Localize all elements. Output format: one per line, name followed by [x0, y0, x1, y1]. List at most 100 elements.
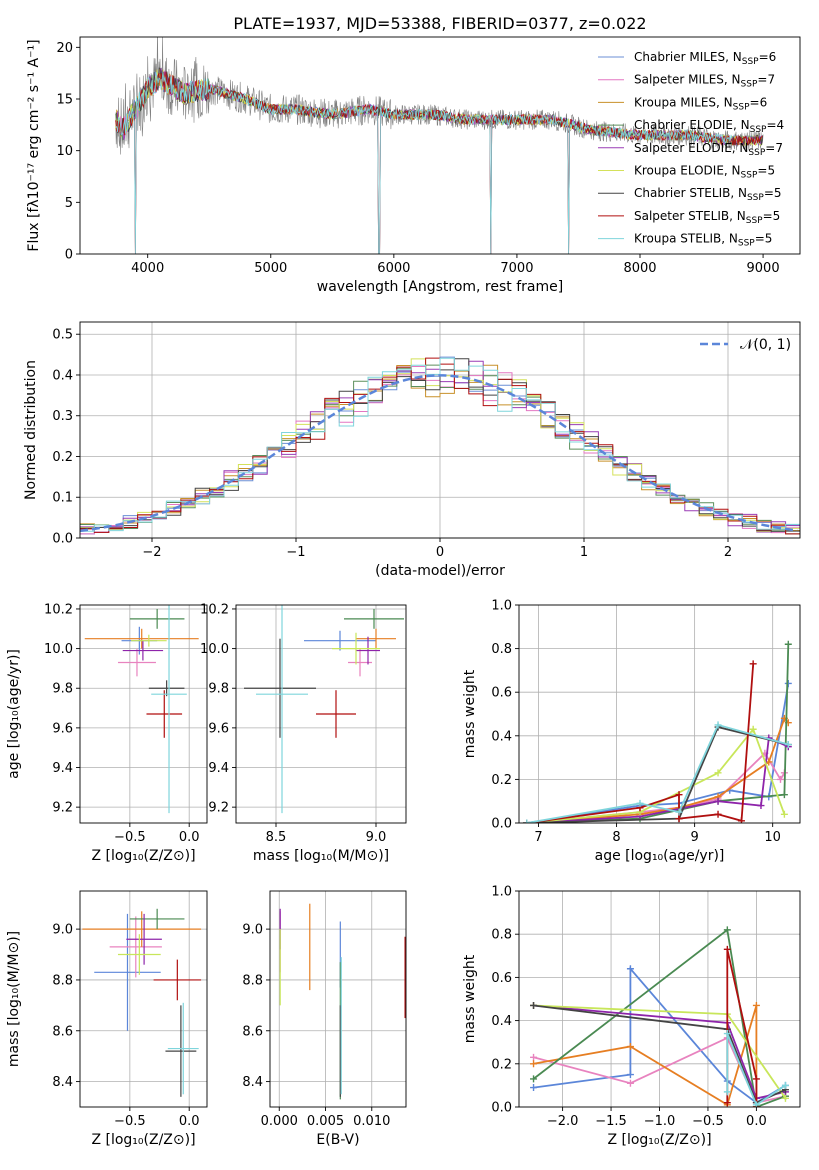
y-tick-label: 10	[56, 144, 73, 159]
x-axis-label: wavelength [Angstrom, rest frame]	[317, 279, 563, 295]
y-tick-label: 0.8	[491, 928, 512, 943]
y-tick-label: 1.0	[491, 885, 512, 900]
y-tick-label: 9.6	[208, 721, 229, 736]
histogram-step-line	[80, 358, 800, 532]
x-tick-label: 7	[534, 830, 542, 845]
weight-marker	[781, 1094, 789, 1102]
y-tick-label: 9.8	[52, 682, 73, 697]
weight-series-line	[526, 726, 789, 823]
model-spectrum-line	[115, 71, 733, 254]
y-tick-label: 0.4	[491, 729, 512, 744]
errorbars	[84, 605, 199, 814]
weight-series-line	[526, 683, 790, 823]
y-tick-label: 10.2	[44, 602, 73, 617]
age-vs-mass-panel: 8.5 9.0 9.2 9.4 9.6 9.8 10.0 10.2 mass [log₁₀(M/…	[200, 602, 407, 864]
y-tick-label: 8.4	[242, 1075, 263, 1090]
weight-marker	[784, 640, 792, 648]
weight-marker	[749, 725, 757, 733]
y-axis-label: mass weight	[462, 669, 478, 758]
x-axis-label: Z [log₁₀(Z/Z⊙)]	[91, 848, 195, 864]
weight-marker	[530, 1001, 538, 1009]
weight-marker	[752, 1001, 760, 1009]
y-tick-label: 0.5	[52, 328, 73, 343]
x-tick-label: −1	[286, 545, 305, 560]
legend-label: Kroupa MILES, NSSP=6	[634, 95, 767, 112]
y-axis-label: age [log₁₀(age/yr)]	[6, 649, 22, 779]
y-tick-label: 0.8	[491, 642, 512, 657]
weight-vs-Z-panel: −2.0 −1.5 −1.0 −0.5 0.0 0.0 0.2 0.4 0.6 0.8 1.0 Z […	[462, 885, 801, 1148]
y-tick-label: 0.3	[52, 409, 73, 424]
y-tick-label: 9.2	[208, 801, 229, 816]
x-tick-label: 0.0	[179, 830, 200, 845]
weight-series-line	[526, 727, 786, 823]
weight-marker	[780, 791, 788, 799]
weight-series-line	[726, 1033, 786, 1107]
mass-vs-ebv-panel: 0.000 0.005 0.010 8.4 8.6 8.8 9.0 E(B-V)	[242, 890, 407, 1148]
legend-label: Kroupa ELODIE, NSSP=5	[634, 164, 775, 181]
x-axis-label: Z [log₁₀(Z/Z⊙)]	[91, 1132, 195, 1148]
weight-marker	[530, 1075, 538, 1083]
weight-series-line	[532, 928, 786, 1107]
y-axis-label: mass weight	[462, 954, 478, 1043]
y-axis-label: Flux [fλ10⁻¹⁷ erg cm⁻² s⁻¹ A⁻¹]	[26, 39, 42, 251]
weight-series-line	[526, 723, 789, 823]
x-tick-label: 10	[764, 830, 781, 845]
x-tick-label: −0.5	[114, 830, 146, 845]
y-tick-label: 0.6	[491, 971, 512, 986]
y-tick-label: 20	[56, 41, 73, 56]
y-tick-label: 0.4	[491, 1014, 512, 1029]
histogram-step-line	[80, 364, 800, 531]
x-tick-label: 7000	[500, 261, 533, 276]
y-tick-label: 0.6	[491, 686, 512, 701]
weight-marker	[780, 810, 788, 818]
x-tick-label: −1.0	[644, 1114, 676, 1129]
x-tick-label: 8000	[623, 261, 656, 276]
weight-marker	[749, 660, 757, 668]
x-axis-label: age [log₁₀(age/yr)]	[595, 848, 725, 864]
y-tick-label: 0.2	[491, 773, 512, 788]
weight-marker	[752, 1075, 760, 1083]
weight-marker	[675, 808, 683, 816]
y-tick-label: 5	[65, 196, 73, 211]
plot-frame	[79, 321, 801, 539]
y-tick-label: 8.6	[242, 1024, 263, 1039]
plot-frame	[518, 890, 801, 1108]
spectrum-title: PLATE=1937, MJD=53388, FIBERID=0377, z=0…	[233, 14, 646, 33]
weight-marker	[757, 802, 765, 810]
weight-marker	[752, 1101, 760, 1107]
plot-frame	[79, 604, 208, 824]
plot-frame	[79, 36, 801, 255]
weight-marker	[781, 1081, 789, 1089]
y-tick-label: 9.2	[52, 801, 73, 816]
x-tick-label: 0.0	[746, 1114, 767, 1129]
x-tick-label: −0.5	[114, 1114, 146, 1129]
weight-marker	[776, 775, 784, 783]
normal-reference-curve	[80, 374, 798, 533]
plot-frame	[235, 604, 407, 824]
x-tick-label: 8.5	[266, 830, 287, 845]
y-tick-label: 0.0	[491, 1101, 512, 1116]
weight-marker	[675, 791, 683, 799]
x-tick-label: −2.0	[547, 1114, 579, 1129]
weight-marker	[626, 1043, 634, 1051]
weight-marker	[784, 679, 792, 687]
y-tick-label: 9.6	[52, 721, 73, 736]
mass-vs-Z-panel: −0.5 0.0 8.4 8.6 8.8 9.0 Z [log₁₀(Z/Z⊙)] mass […	[6, 890, 208, 1148]
legend-label: 𝒩(0, 1)	[740, 337, 791, 353]
histogram-step-line	[80, 357, 800, 532]
plot-frame	[269, 890, 407, 1108]
age-vs-Z-panel: −0.5 0.0 9.2 9.4 9.6 9.8 10.0 10.2 Z [log₁₀(Z/Z⊙…	[6, 602, 208, 864]
spectrum-panel: 4000 5000 6000 7000 8000 9000 0 5 10 15 20 waveleng…	[26, 36, 801, 295]
y-tick-label: 0	[65, 248, 73, 263]
y-tick-label: 10.2	[200, 602, 229, 617]
x-tick-label: 9000	[747, 261, 780, 276]
weight-lines	[530, 926, 789, 1107]
x-axis-label: Z [log₁₀(Z/Z⊙)]	[607, 1132, 711, 1148]
weight-marker	[523, 819, 531, 823]
y-tick-label: 0.1	[52, 491, 73, 506]
y-tick-label: 10.0	[200, 642, 229, 657]
y-tick-label: 9.0	[242, 923, 263, 938]
x-tick-label: 0	[436, 545, 444, 560]
weight-marker	[530, 1084, 538, 1092]
